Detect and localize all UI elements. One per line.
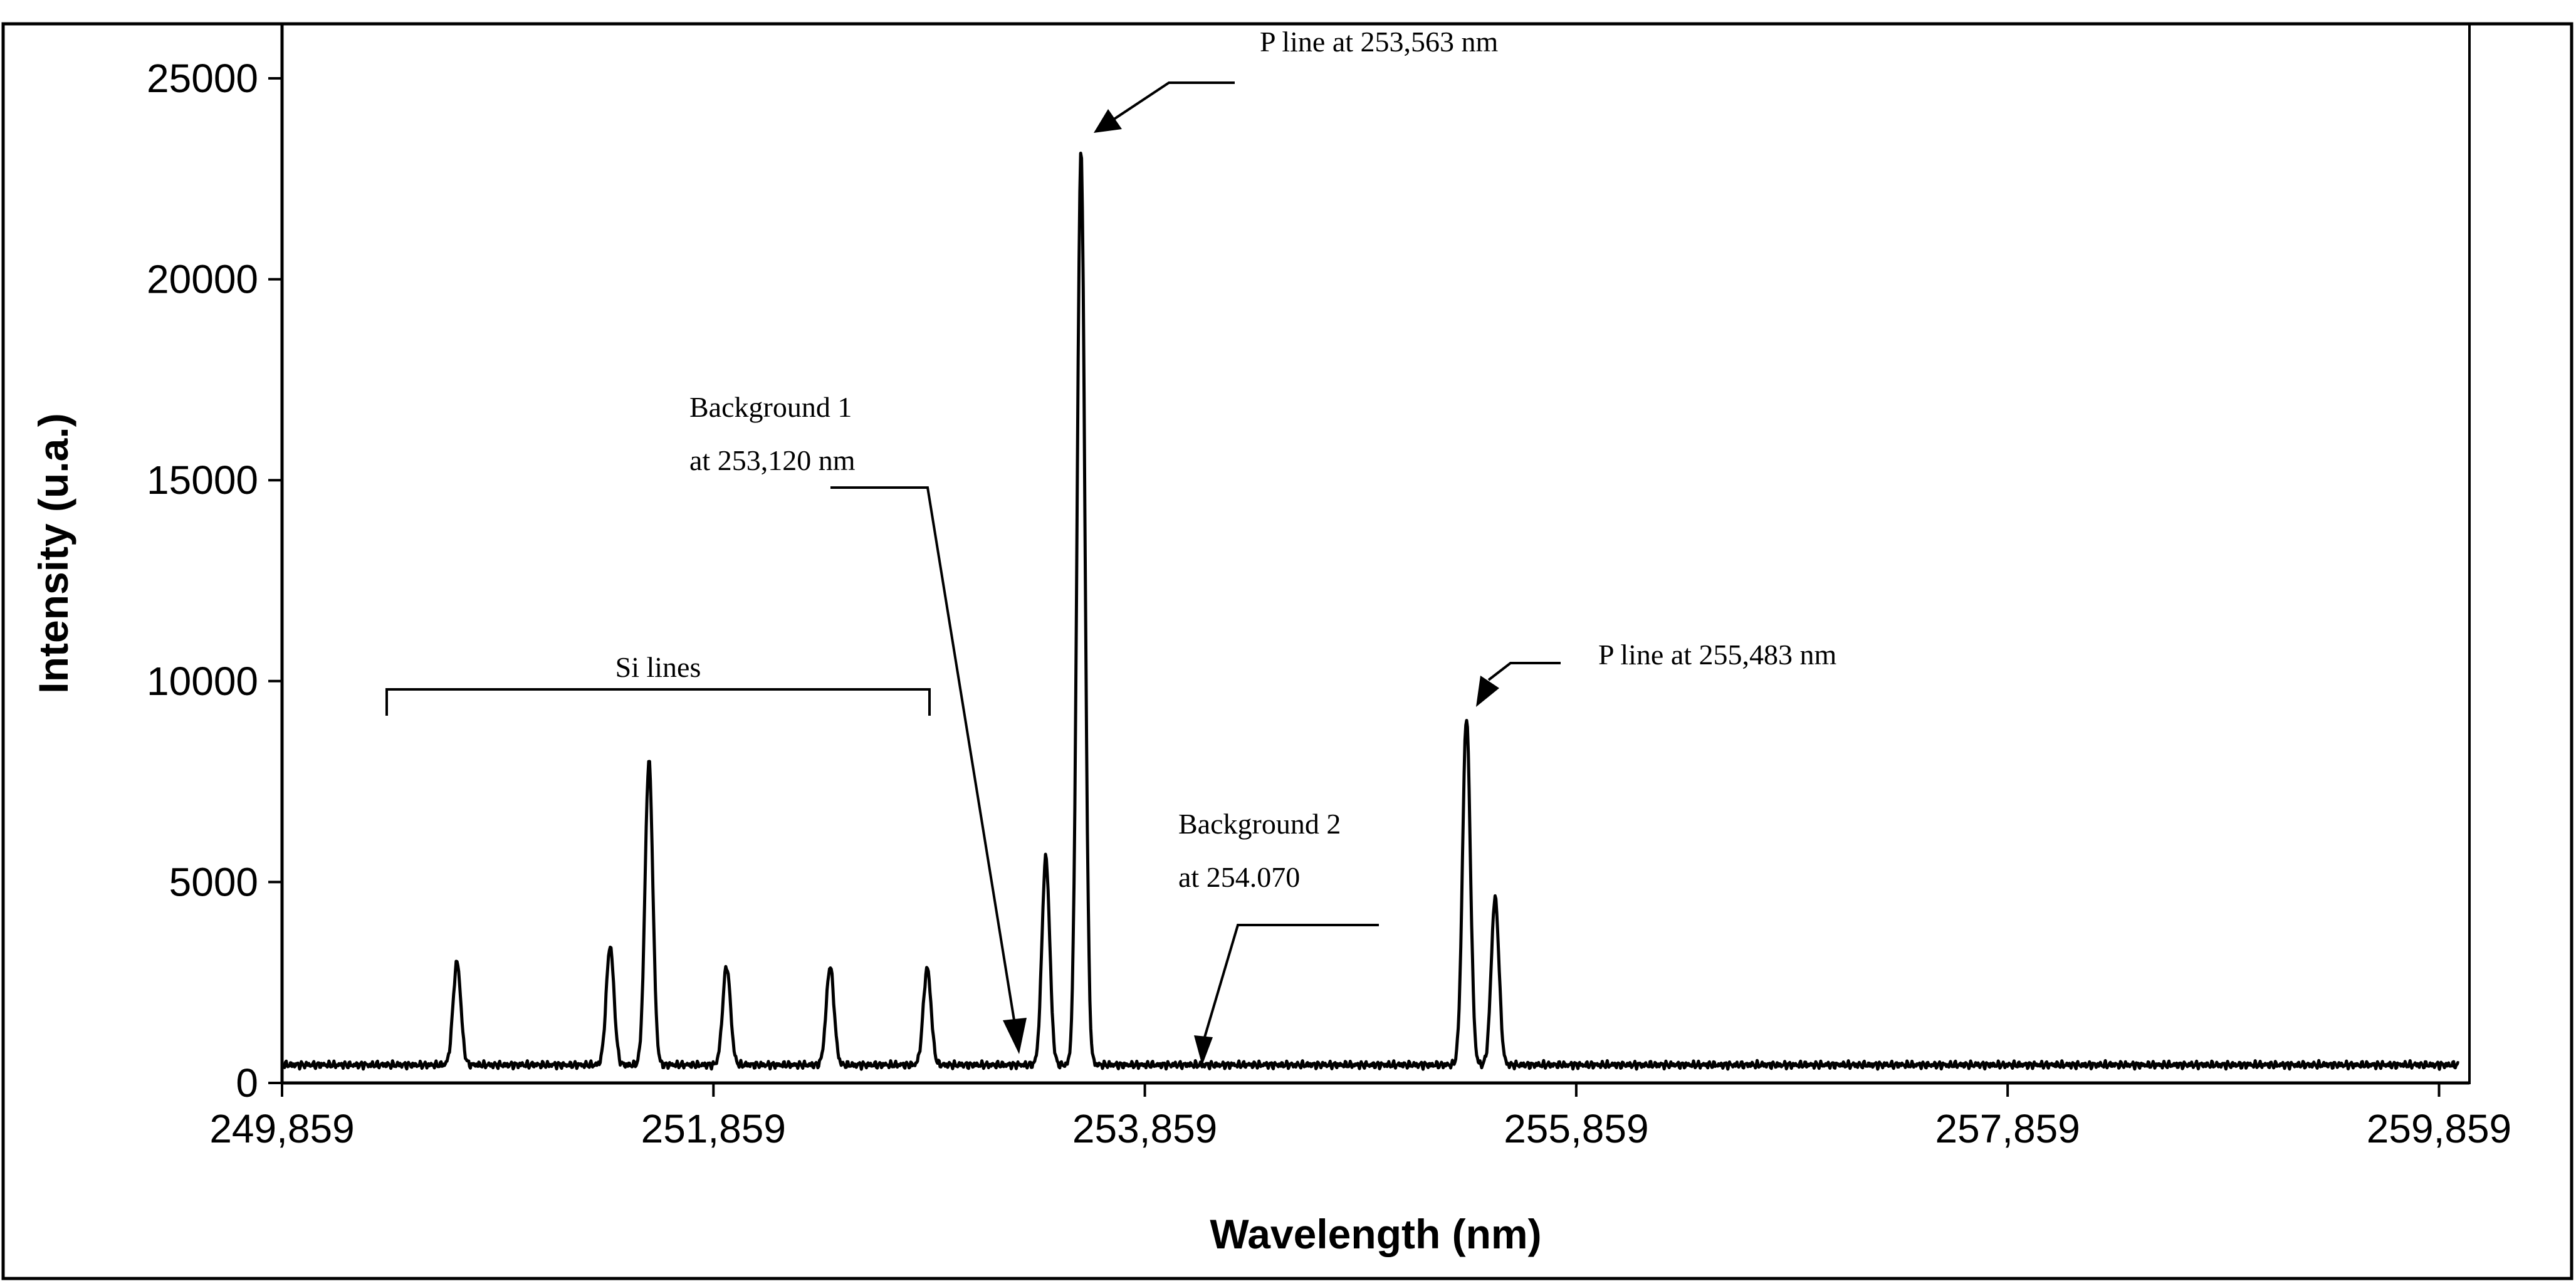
background1-arrowhead [1003, 1018, 1027, 1054]
si-lines-label: Si lines [615, 651, 701, 683]
x-axis-ticks: 249,859 251,859 253,859 255,859 257,859 259,8… [209, 1083, 2511, 1151]
x-tick-label: 251,859 [641, 1106, 786, 1151]
background1-label-line2: at 253,120 nm [689, 444, 856, 476]
p-line-2-pointer [1487, 662, 1561, 681]
y-tick-label: 10000 [147, 659, 258, 704]
background2-label-line2: at 254.070 [1178, 861, 1300, 893]
spectrum-series-line [281, 152, 2460, 1071]
background2-pointer [1203, 924, 1379, 1038]
p-line-1-pointer [1108, 81, 1235, 123]
p-line-1-label: P line at 253,563 nm [1260, 26, 1499, 58]
x-tick-label: 255,859 [1504, 1106, 1648, 1151]
y-tick-label: 20000 [147, 257, 258, 302]
y-tick-label: 0 [236, 1060, 258, 1106]
background1-pointer [830, 486, 1017, 1028]
p-line-2-label: P line at 255,483 nm [1598, 639, 1837, 671]
y-tick-label: 25000 [147, 56, 258, 101]
figure-border [1, 22, 2573, 1280]
background2-label-line1: Background 2 [1178, 808, 1341, 840]
y-axis-title: Intensity (u.a.) [30, 413, 76, 693]
x-tick-label: 253,859 [1072, 1106, 1217, 1151]
y-tick-label: 5000 [169, 859, 258, 904]
p-line-2-arrowhead [1476, 676, 1499, 707]
x-axis-title: Wavelength (nm) [1210, 1211, 1541, 1257]
si-lines-bracket [385, 688, 931, 716]
x-tick-label: 249,859 [209, 1106, 354, 1151]
background2-arrowhead [1194, 1035, 1213, 1065]
x-tick-label: 257,859 [1935, 1106, 2080, 1151]
y-tick-label: 15000 [147, 457, 258, 503]
x-tick-label: 259,859 [2367, 1106, 2511, 1151]
p-line-1-arrowhead [1094, 109, 1122, 133]
y-axis-ticks: 0 5000 10000 15000 20000 25000 [147, 56, 282, 1106]
background1-label-line1: Background 1 [689, 391, 852, 423]
